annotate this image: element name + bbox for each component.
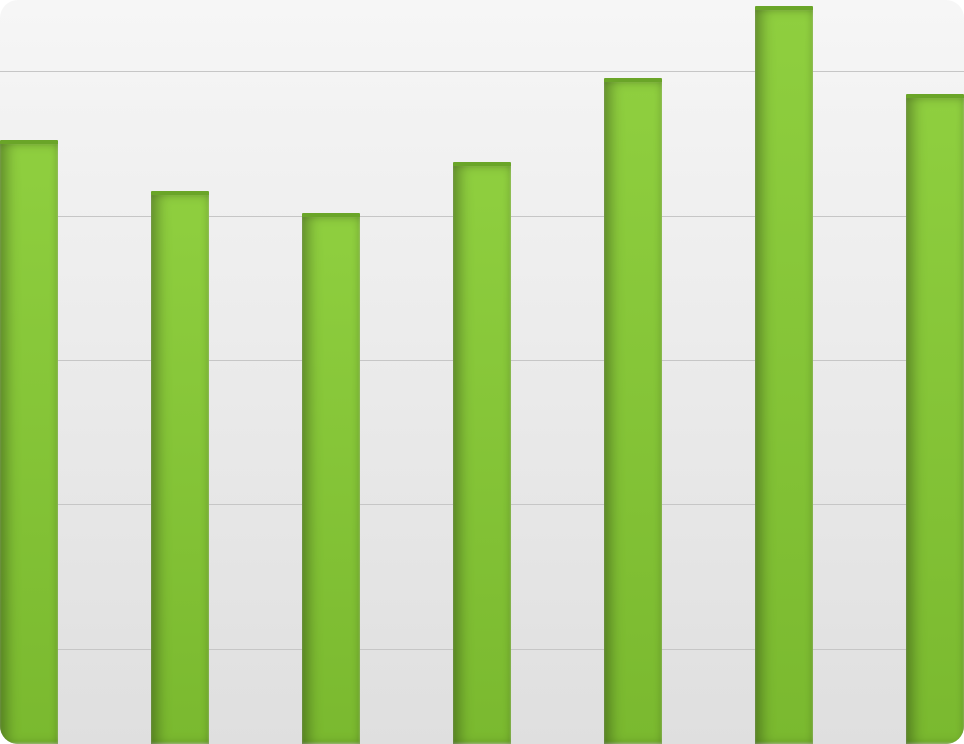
bar — [302, 217, 360, 744]
bar-fill — [906, 94, 964, 744]
bar-fill — [453, 162, 511, 744]
bar — [755, 10, 813, 744]
bar — [453, 166, 511, 744]
bar-fill — [302, 213, 360, 744]
bar — [0, 144, 58, 744]
bar — [604, 82, 662, 744]
bar — [906, 98, 964, 744]
bar-fill — [604, 78, 662, 744]
bar — [151, 195, 209, 744]
bars-layer — [0, 0, 964, 744]
bar-fill — [755, 6, 813, 744]
bar-chart — [0, 0, 964, 744]
bar-fill — [0, 140, 58, 744]
bar-fill — [151, 191, 209, 744]
